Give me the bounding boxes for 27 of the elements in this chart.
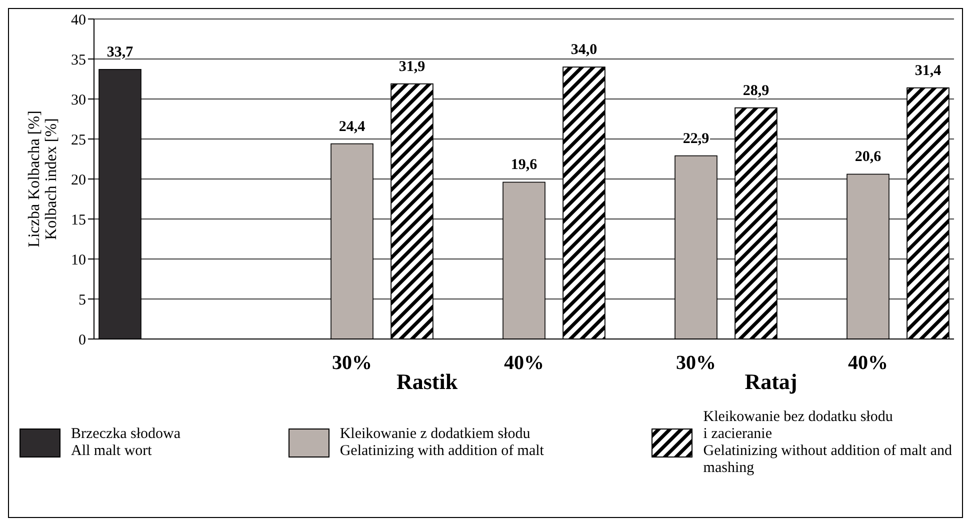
y-tick-label: 0 bbox=[78, 332, 86, 348]
y-tick-label: 30 bbox=[71, 92, 86, 108]
legend-label: Kleikowanie bez dodatku słodu i zacieranie Gelatinizing without addition of malt and mashing bbox=[703, 409, 952, 477]
y-tick-label: 25 bbox=[71, 132, 86, 148]
x-tick-label: 40% bbox=[848, 352, 888, 374]
x-tick-label: 40% bbox=[504, 352, 544, 374]
legend-label: Brzeczka słodowa All malt wort bbox=[71, 426, 181, 460]
data-label: 24,4 bbox=[338, 118, 366, 135]
y-tick-label: 40 bbox=[71, 12, 86, 28]
y-tick-label: 15 bbox=[71, 212, 86, 228]
y-tick-label: 5 bbox=[78, 292, 86, 308]
text: Rataj bbox=[744, 369, 798, 394]
data-label: 28,9 bbox=[742, 82, 770, 99]
data-label: 19,6 bbox=[510, 157, 538, 174]
y-axis-title: Liczba Kolbacha [%] Kolbach index [%] bbox=[26, 110, 60, 248]
data-label: 20,6 bbox=[854, 149, 882, 166]
data-label: 34,0 bbox=[570, 42, 598, 58]
data-label: 33,7 bbox=[106, 44, 134, 60]
y-tick-label: 35 bbox=[71, 52, 86, 68]
x-tick-label: 30% bbox=[676, 352, 716, 374]
y-tick-label: 20 bbox=[71, 172, 86, 188]
data-label: 31,9 bbox=[398, 58, 426, 75]
x-tick-label: 30% bbox=[332, 352, 372, 374]
text: Rastik bbox=[396, 369, 458, 394]
y-tick-label: 10 bbox=[71, 252, 86, 268]
legend-label: Kleikowanie z dodatkiem słodu Gelatinizing with addition of malt bbox=[340, 426, 544, 460]
data-label: 31,4 bbox=[914, 62, 942, 79]
